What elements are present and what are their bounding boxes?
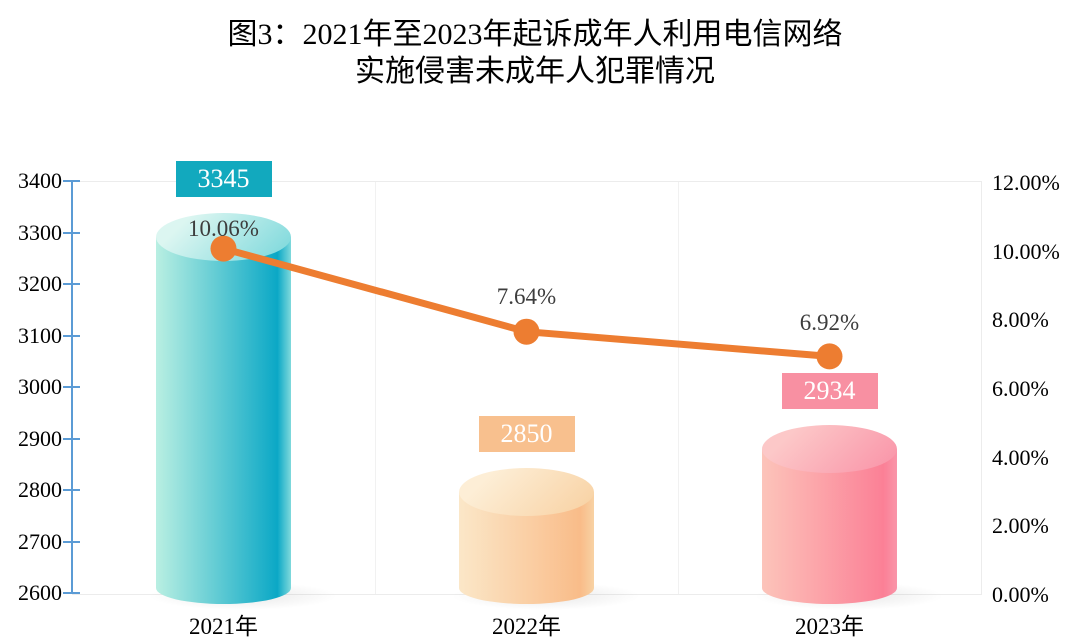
left-axis-tick xyxy=(63,386,80,388)
rate-line-marker xyxy=(513,318,540,345)
left-axis-tick-label: 2900 xyxy=(18,425,62,451)
rate-line-series xyxy=(210,235,843,370)
left-axis-tick-label: 2600 xyxy=(18,580,62,605)
plot-area: 3345 2850 2934 10.06% 7.64% 6.92% xyxy=(72,161,982,610)
bar-value-label: 2850 xyxy=(478,416,575,453)
rate-line-marker xyxy=(816,343,843,370)
left-axis-tick-label: 3300 xyxy=(18,219,62,245)
right-axis-tick-label: 4.00% xyxy=(992,444,1049,470)
vertical-gridline xyxy=(678,182,679,594)
left-axis-tick xyxy=(63,231,80,234)
cylinder-bar xyxy=(762,448,897,604)
rate-value-label: 7.64% xyxy=(496,283,557,309)
bar-value-label: 2934 xyxy=(781,372,878,409)
left-axis-tick-label: 2700 xyxy=(18,528,62,554)
rate-value-label: 6.92% xyxy=(799,310,860,336)
left-axis-tick xyxy=(63,180,80,182)
bar-value-label: 3345 xyxy=(175,161,272,198)
rate-value-label: 10.06% xyxy=(188,215,259,241)
rate-line-marker xyxy=(210,235,237,262)
cylinder-bar xyxy=(156,237,291,604)
right-axis-tick-label: 0.00% xyxy=(992,582,1049,607)
left-axis-tick-label: 3200 xyxy=(18,271,62,296)
cylinder-top-ellipse xyxy=(459,468,594,517)
right-axis-tick-label: 2.00% xyxy=(992,513,1049,539)
left-axis-tick-label: 3400 xyxy=(18,168,62,193)
x-axis-category-label: 2023年 xyxy=(795,614,864,639)
right-axis-tick-label: 6.00% xyxy=(992,376,1049,401)
x-axis-category-label: 2022年 xyxy=(492,614,561,639)
left-axis-tick-label: 2800 xyxy=(18,477,62,502)
chart-title: 图3：2021年至2023年起诉成年人利用电信网络 实施侵害未成年人犯罪情况 xyxy=(0,16,1070,90)
left-axis-tick-label: 3000 xyxy=(18,374,62,399)
cylinder-top-ellipse xyxy=(762,424,897,473)
chart-title-line1: 图3：2021年至2023年起诉成年人利用电信网络 xyxy=(227,18,843,51)
right-axis-tick-label: 8.00% xyxy=(992,307,1049,333)
right-axis-tick-label: 10.00% xyxy=(992,238,1060,264)
left-axis-tick xyxy=(63,489,80,491)
left-axis-tick-label: 3100 xyxy=(18,322,62,348)
x-axis-category-label: 2021年 xyxy=(189,614,258,639)
vertical-gridline xyxy=(375,182,376,594)
right-axis-tick-label: 12.00% xyxy=(992,170,1060,195)
left-axis-tick xyxy=(63,437,80,440)
left-axis-tick xyxy=(63,283,80,285)
left-axis-tick xyxy=(63,592,80,594)
chart-title-line2: 实施侵害未成年人犯罪情况 xyxy=(355,55,715,88)
left-axis-tick xyxy=(63,540,80,543)
left-axis-tick xyxy=(63,334,80,337)
